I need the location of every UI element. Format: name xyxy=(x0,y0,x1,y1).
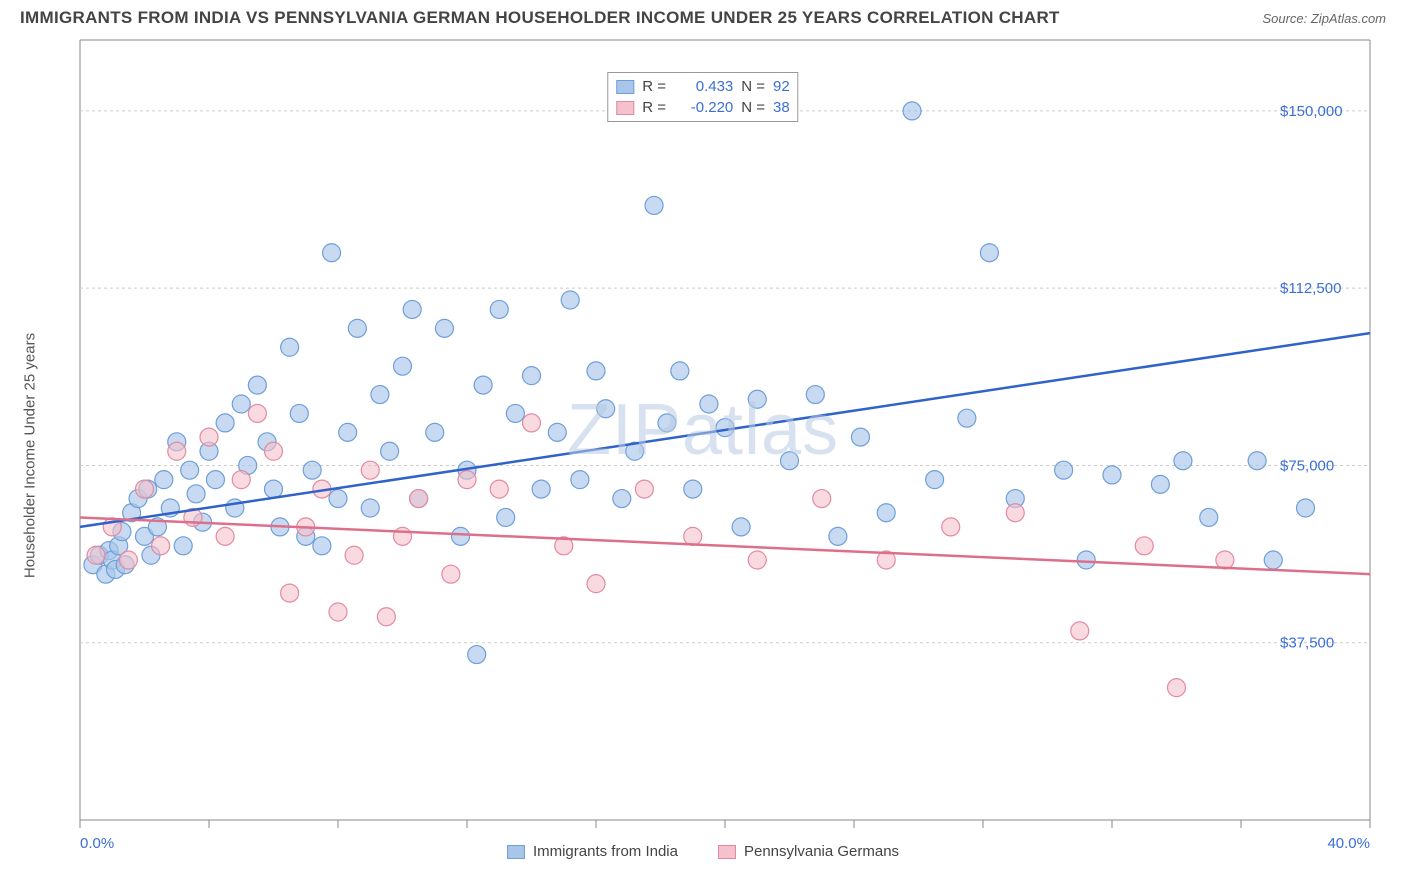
r-label: R = xyxy=(642,76,670,97)
svg-text:$37,500: $37,500 xyxy=(1280,635,1334,652)
legend-row-series-1: R = 0.433 N = 92 xyxy=(616,76,789,97)
correlation-legend: R = 0.433 N = 92 R = -0.220 N = 38 xyxy=(607,72,798,122)
legend-label-1: Immigrants from India xyxy=(533,843,678,860)
series-legend: Immigrants from India Pennsylvania Germa… xyxy=(20,843,1386,860)
swatch-icon xyxy=(616,101,634,115)
n-label: N = xyxy=(741,76,765,97)
n-label: N = xyxy=(741,97,765,118)
y-axis-label: Householder Income Under 25 years xyxy=(22,333,39,578)
legend-label-2: Pennsylvania Germans xyxy=(744,843,899,860)
n-value-2: 38 xyxy=(773,97,790,118)
swatch-icon xyxy=(718,845,736,859)
svg-text:$150,000: $150,000 xyxy=(1280,103,1343,120)
legend-item-2: Pennsylvania Germans xyxy=(718,843,899,860)
r-value-1: 0.433 xyxy=(678,76,733,97)
legend-item-1: Immigrants from India xyxy=(507,843,678,860)
swatch-icon xyxy=(616,80,634,94)
chart-title: IMMIGRANTS FROM INDIA VS PENNSYLVANIA GE… xyxy=(20,8,1060,28)
legend-row-series-2: R = -0.220 N = 38 xyxy=(616,97,789,118)
scatter-chart: $37,500$75,000$112,500$150,0000.0%40.0% xyxy=(20,32,1386,862)
chart-container: Householder Income Under 25 years $37,50… xyxy=(20,32,1386,862)
r-value-2: -0.220 xyxy=(678,97,733,118)
chart-header: IMMIGRANTS FROM INDIA VS PENNSYLVANIA GE… xyxy=(0,0,1406,32)
source-label: Source: ZipAtlas.com xyxy=(1262,11,1386,26)
swatch-icon xyxy=(507,845,525,859)
svg-text:$112,500: $112,500 xyxy=(1280,280,1341,297)
svg-text:$75,000: $75,000 xyxy=(1280,457,1334,474)
n-value-1: 92 xyxy=(773,76,790,97)
r-label: R = xyxy=(642,97,670,118)
